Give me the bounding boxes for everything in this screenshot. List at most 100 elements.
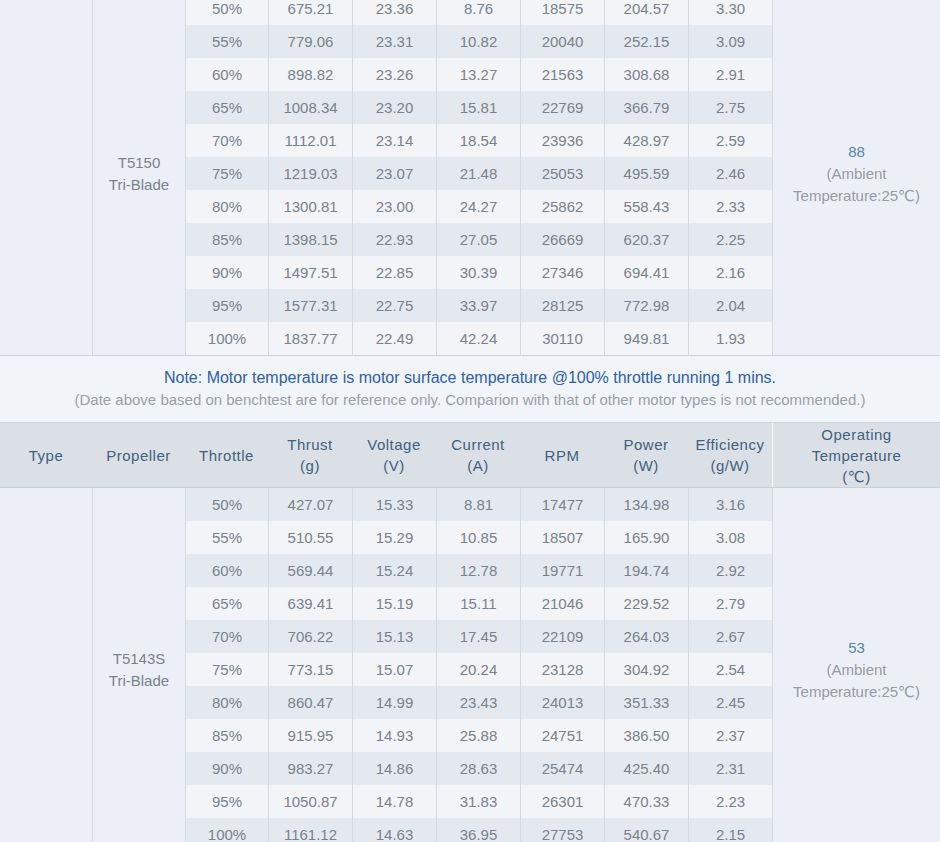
cell-current: 15.11 [436, 587, 520, 620]
cell-voltage: 14.99 [352, 686, 436, 719]
cell-voltage: 15.24 [352, 554, 436, 587]
ambient-temperature-note: (Ambient Temperature:25℃) [773, 659, 940, 703]
cell-power: 470.33 [604, 785, 688, 818]
spec-group-t5150: T5150Tri-Blade50%675.2123.368.7618575204… [0, 0, 940, 355]
col-header-power: Power(W) [604, 423, 688, 487]
table-row: 85%1398.1522.9327.0526669620.372.25 [185, 223, 772, 256]
cell-voltage: 22.75 [352, 289, 436, 322]
table-row: 75%773.1515.0720.2423128304.922.54 [185, 653, 772, 686]
cell-throttle: 80% [185, 190, 268, 223]
cell-power: 204.57 [604, 0, 688, 25]
table-row: 60%569.4415.2412.7819771194.742.92 [185, 554, 772, 587]
throttle-rows: 50%427.0715.338.8117477134.983.1655%510.… [185, 488, 772, 842]
table-row: 95%1577.3122.7533.9728125772.982.04 [185, 289, 772, 322]
table-row: 85%915.9514.9325.8824751386.502.37 [185, 719, 772, 752]
table-row: 80%860.4714.9923.4324013351.332.45 [185, 686, 772, 719]
cell-thrust: 706.22 [268, 620, 352, 653]
operating-temperature-value: 88 [773, 141, 940, 163]
cell-current: 27.05 [436, 223, 520, 256]
cell-throttle: 70% [185, 620, 268, 653]
cell-voltage: 14.78 [352, 785, 436, 818]
cell-thrust: 983.27 [268, 752, 352, 785]
cell-current: 30.39 [436, 256, 520, 289]
table-row: 50%427.0715.338.8117477134.983.16 [185, 488, 772, 521]
note-line-1: Note: Motor temperature is motor surface… [0, 367, 940, 389]
cell-power: 558.43 [604, 190, 688, 223]
cell-efficiency: 2.79 [688, 587, 772, 620]
cell-rpm: 25053 [520, 157, 604, 190]
cell-thrust: 1112.01 [268, 124, 352, 157]
table-row: 80%1300.8123.0024.2725862558.432.33 [185, 190, 772, 223]
cell-voltage: 15.07 [352, 653, 436, 686]
cell-power: 252.15 [604, 25, 688, 58]
cell-voltage: 23.36 [352, 0, 436, 25]
table-row: 55%779.0623.3110.8220040252.153.09 [185, 25, 772, 58]
cell-rpm: 21046 [520, 587, 604, 620]
cell-rpm: 28125 [520, 289, 604, 322]
cell-current: 31.83 [436, 785, 520, 818]
motor-specification-table: T5150Tri-Blade50%675.2123.368.7618575204… [0, 0, 940, 842]
cell-current: 18.54 [436, 124, 520, 157]
col-header-voltage: Voltage(V) [352, 423, 436, 487]
cell-rpm: 27346 [520, 256, 604, 289]
note-section: Note: Motor temperature is motor surface… [0, 356, 940, 422]
cell-thrust: 860.47 [268, 686, 352, 719]
table-row: 60%898.8223.2613.2721563308.682.91 [185, 58, 772, 91]
col-header-rpm: RPM [520, 423, 604, 487]
cell-throttle: 100% [185, 322, 268, 355]
table-row: 55%510.5515.2910.8518507165.903.08 [185, 521, 772, 554]
spec-table-t5150: T5150Tri-Blade50%675.2123.368.7618575204… [0, 0, 940, 356]
cell-power: 386.50 [604, 719, 688, 752]
cell-throttle: 65% [185, 91, 268, 124]
type-cell [0, 0, 92, 355]
cell-current: 10.82 [436, 25, 520, 58]
cell-throttle: 65% [185, 587, 268, 620]
cell-power: 694.41 [604, 256, 688, 289]
cell-efficiency: 2.16 [688, 256, 772, 289]
cell-power: 165.90 [604, 521, 688, 554]
cell-efficiency: 2.67 [688, 620, 772, 653]
cell-current: 8.81 [436, 488, 520, 521]
cell-current: 24.27 [436, 190, 520, 223]
cell-efficiency: 2.23 [688, 785, 772, 818]
cell-throttle: 90% [185, 752, 268, 785]
cell-power: 229.52 [604, 587, 688, 620]
operating-temperature-cell: 88(Ambient Temperature:25℃) [772, 0, 940, 355]
cell-throttle: 75% [185, 157, 268, 190]
cell-voltage: 14.86 [352, 752, 436, 785]
cell-rpm: 22109 [520, 620, 604, 653]
table-row: 95%1050.8714.7831.8326301470.332.23 [185, 785, 772, 818]
cell-throttle: 95% [185, 289, 268, 322]
cell-efficiency: 2.45 [688, 686, 772, 719]
cell-thrust: 1050.87 [268, 785, 352, 818]
cell-thrust: 1577.31 [268, 289, 352, 322]
cell-throttle: 60% [185, 58, 268, 91]
cell-rpm: 18507 [520, 521, 604, 554]
cell-current: 15.81 [436, 91, 520, 124]
table-row: 70%1112.0123.1418.5423936428.972.59 [185, 124, 772, 157]
cell-current: 12.78 [436, 554, 520, 587]
cell-voltage: 15.19 [352, 587, 436, 620]
cell-voltage: 22.49 [352, 322, 436, 355]
cell-voltage: 14.93 [352, 719, 436, 752]
cell-power: 425.40 [604, 752, 688, 785]
cell-power: 428.97 [604, 124, 688, 157]
table-header-row: TypePropellerThrottleThrust(g)Voltage(V)… [0, 422, 940, 488]
spec-group-t5143s: T5143STri-Blade50%427.0715.338.811747713… [0, 488, 940, 842]
cell-thrust: 1837.77 [268, 322, 352, 355]
cell-efficiency: 3.09 [688, 25, 772, 58]
cell-throttle: 70% [185, 124, 268, 157]
cell-rpm: 25474 [520, 752, 604, 785]
cell-thrust: 773.15 [268, 653, 352, 686]
col-header-thrust: Thrust(g) [268, 423, 352, 487]
cell-efficiency: 3.16 [688, 488, 772, 521]
cell-throttle: 60% [185, 554, 268, 587]
cell-efficiency: 2.25 [688, 223, 772, 256]
cell-thrust: 779.06 [268, 25, 352, 58]
cell-efficiency: 2.33 [688, 190, 772, 223]
cell-current: 17.45 [436, 620, 520, 653]
table-row: 90%983.2714.8628.6325474425.402.31 [185, 752, 772, 785]
cell-voltage: 14.63 [352, 818, 436, 842]
cell-rpm: 20040 [520, 25, 604, 58]
cell-rpm: 26301 [520, 785, 604, 818]
